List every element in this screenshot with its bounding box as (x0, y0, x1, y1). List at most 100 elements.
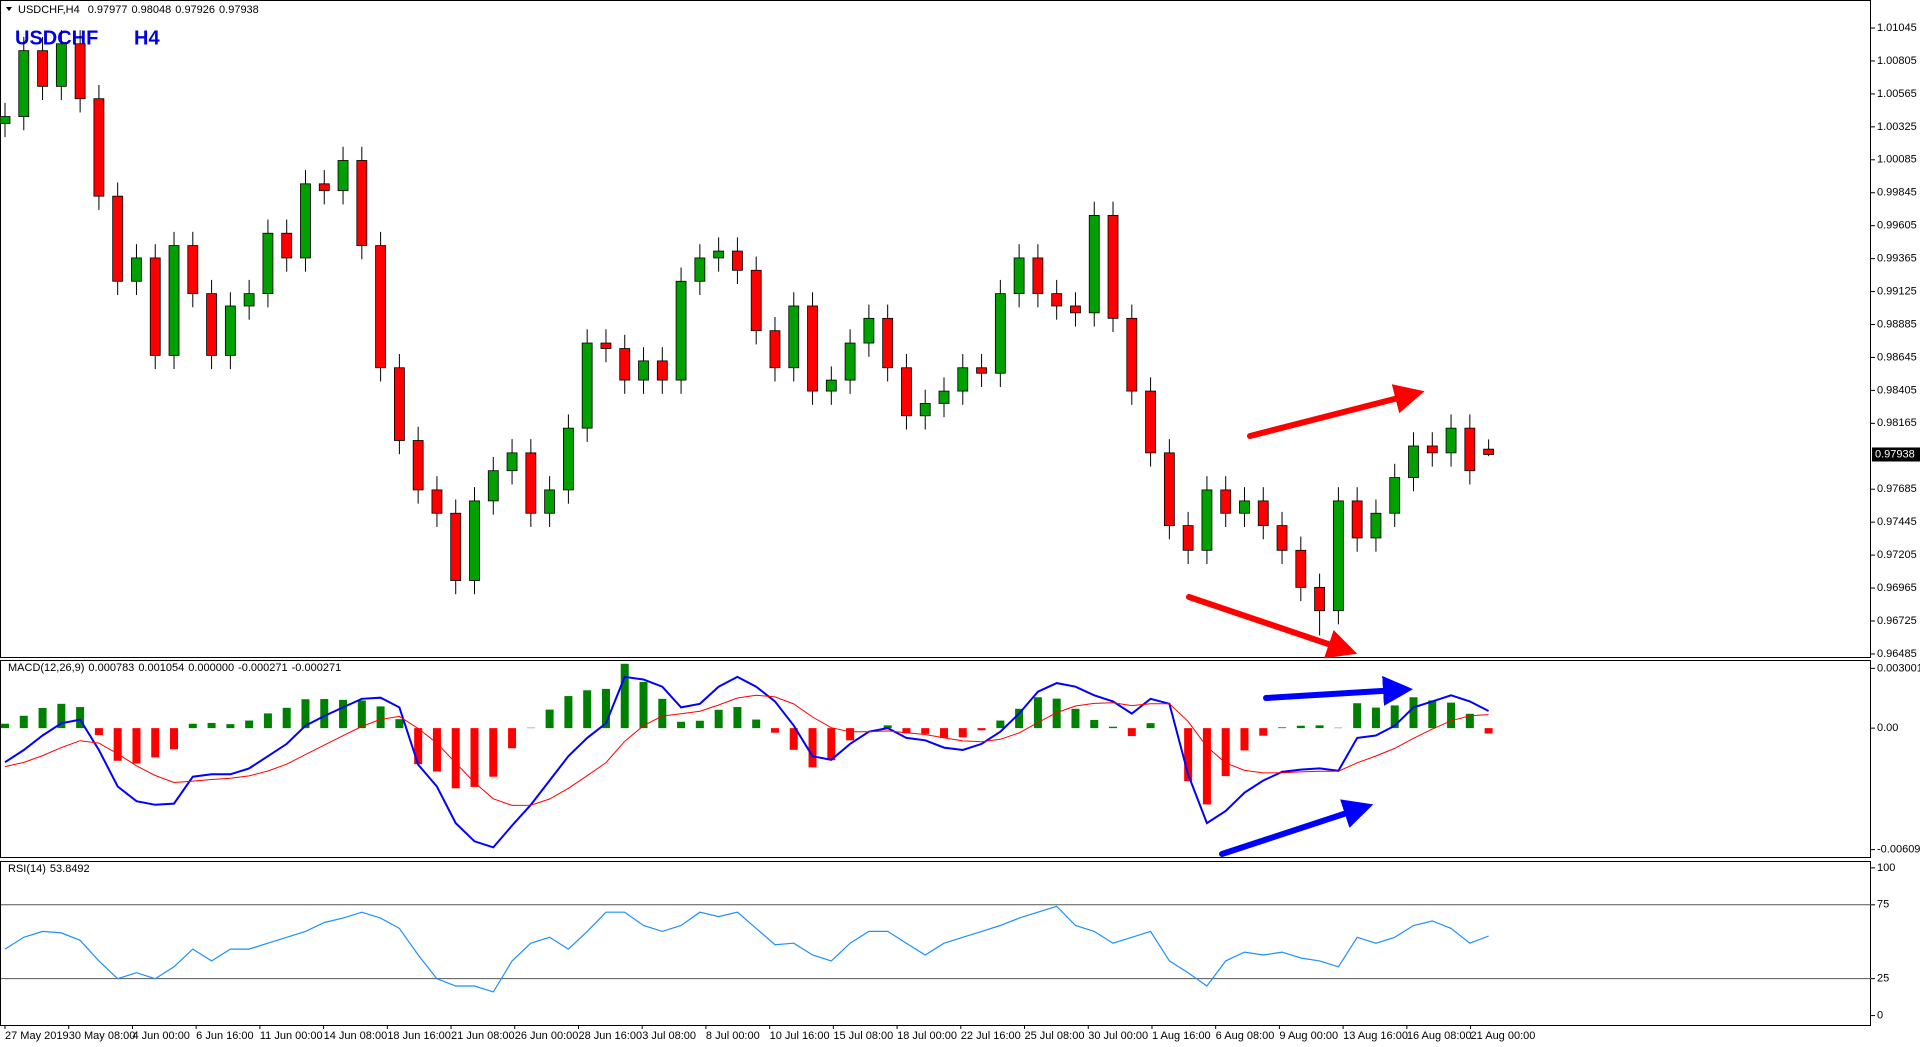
histogram-bar (958, 728, 967, 738)
candle-body (1163, 452, 1175, 526)
y-tick-label: -0.006099 (1877, 844, 1920, 856)
symbol: USDCHF,H4 (18, 4, 80, 16)
candle-body (450, 512, 462, 581)
histogram-bar (1371, 707, 1380, 729)
histogram-bar (282, 707, 291, 729)
macd-value: -0.000271 (292, 662, 342, 674)
candle-body (863, 317, 875, 344)
rsi-title: RSI(14) (8, 863, 46, 875)
histogram-bar (339, 699, 348, 729)
candle-body (788, 305, 800, 369)
candle-body (994, 293, 1006, 374)
arrow (1186, 594, 1358, 659)
candle-body (74, 43, 86, 100)
candle-body (1426, 445, 1438, 454)
arrow (1263, 675, 1413, 706)
histogram-bar (395, 719, 404, 729)
x-tick-label: 9 Aug 00:00 (1279, 1030, 1338, 1042)
candle-body (149, 257, 161, 356)
macd-line (4, 694, 1489, 806)
y-tick-label: 75 (1877, 899, 1889, 911)
histogram-bar (1109, 726, 1118, 729)
candle-body (243, 293, 255, 307)
histogram-bar (263, 713, 272, 729)
candle-body (55, 43, 67, 87)
y-tick-label: 100 (1877, 862, 1895, 874)
histogram-bar (827, 728, 836, 761)
histogram-bar (940, 728, 948, 738)
current-price-label: 0.97938 (1875, 448, 1915, 460)
macd-value: -0.000271 (238, 662, 288, 674)
candle-body (1182, 525, 1194, 551)
histogram-bar (432, 728, 441, 772)
histogram-bar (921, 728, 930, 734)
candle-body (1032, 257, 1044, 295)
y-tick-label: 0.97445 (1877, 516, 1917, 528)
header-open: 0.97977 (88, 4, 128, 16)
histogram-bar (1146, 723, 1155, 729)
candle-body (1107, 214, 1119, 319)
x-tick-label: 26 Jun 00:00 (515, 1030, 579, 1042)
histogram-bar (1465, 713, 1474, 729)
candle-body (431, 489, 443, 514)
x-tick-label: 8 Jul 00:00 (706, 1030, 760, 1042)
y-tick-label: 1.00325 (1877, 121, 1917, 133)
candle-body (1051, 293, 1063, 307)
histogram-bar (1127, 728, 1136, 737)
histogram-bar (1428, 700, 1437, 729)
histogram-bar (1184, 728, 1193, 782)
candle-body (807, 305, 818, 392)
histogram-bar (695, 720, 704, 729)
histogram-bar (1033, 697, 1042, 729)
header-close: 0.97938 (219, 4, 259, 16)
histogram-bar (489, 728, 498, 777)
x-tick-label: 18 Jul 00:00 (897, 1030, 957, 1042)
candle-body (187, 245, 199, 295)
histogram-bar (132, 728, 141, 764)
histogram-bar (846, 728, 855, 741)
x-tick-label: 10 Jul 16:00 (770, 1030, 830, 1042)
y-tick-label: 0.98885 (1877, 318, 1917, 330)
rsi-header: RSI(14) 53.8492 (8, 863, 90, 875)
y-tick-label: 25 (1877, 973, 1889, 985)
histogram-bar (714, 709, 723, 729)
candle-body (901, 367, 912, 417)
histogram-bar (996, 720, 1005, 729)
candle-body (112, 195, 124, 282)
annotation-arrows (1186, 384, 1425, 857)
histogram-bar (245, 720, 254, 729)
arrow (1247, 384, 1425, 439)
x-tick-label: 28 Jun 16:00 (578, 1030, 642, 1042)
candle-body (262, 232, 274, 295)
x-tick-label: 25 Jul 08:00 (1025, 1030, 1085, 1042)
candle-body (375, 245, 387, 369)
candle-body (919, 403, 931, 417)
candle-body (619, 348, 631, 381)
header-high: 0.98048 (132, 4, 172, 16)
histogram-bar (1447, 702, 1456, 729)
price-panel (0, 0, 1871, 658)
candle-body (1314, 586, 1325, 612)
histogram-bar (113, 728, 122, 761)
histogram-bar (320, 699, 329, 729)
histogram-bar (19, 715, 28, 729)
x-tick-label: 18 Jun 16:00 (387, 1030, 451, 1042)
histogram-bar (508, 728, 517, 749)
arrow (1219, 799, 1374, 857)
macd-header: MACD(12,26,9) 0.000783 0.001054 0.000000 -0.… (8, 662, 341, 674)
candle-body (1370, 512, 1382, 539)
candle-body (1220, 489, 1232, 514)
histogram-bar (583, 690, 592, 729)
histogram-bar (1090, 719, 1099, 729)
histogram-bar (733, 707, 742, 729)
y-tick-label: 0.98405 (1877, 384, 1917, 396)
candle-body (581, 342, 593, 429)
candle-body (750, 269, 762, 332)
y-tick-label: 1.00565 (1877, 88, 1917, 100)
candle-body (281, 232, 293, 259)
candle-body (168, 245, 180, 356)
x-tick-label: 13 Aug 16:00 (1343, 1030, 1408, 1042)
candle-body (412, 440, 424, 491)
x-tick-label: 16 Aug 08:00 (1407, 1030, 1472, 1042)
x-tick-label: 15 Jul 08:00 (833, 1030, 893, 1042)
